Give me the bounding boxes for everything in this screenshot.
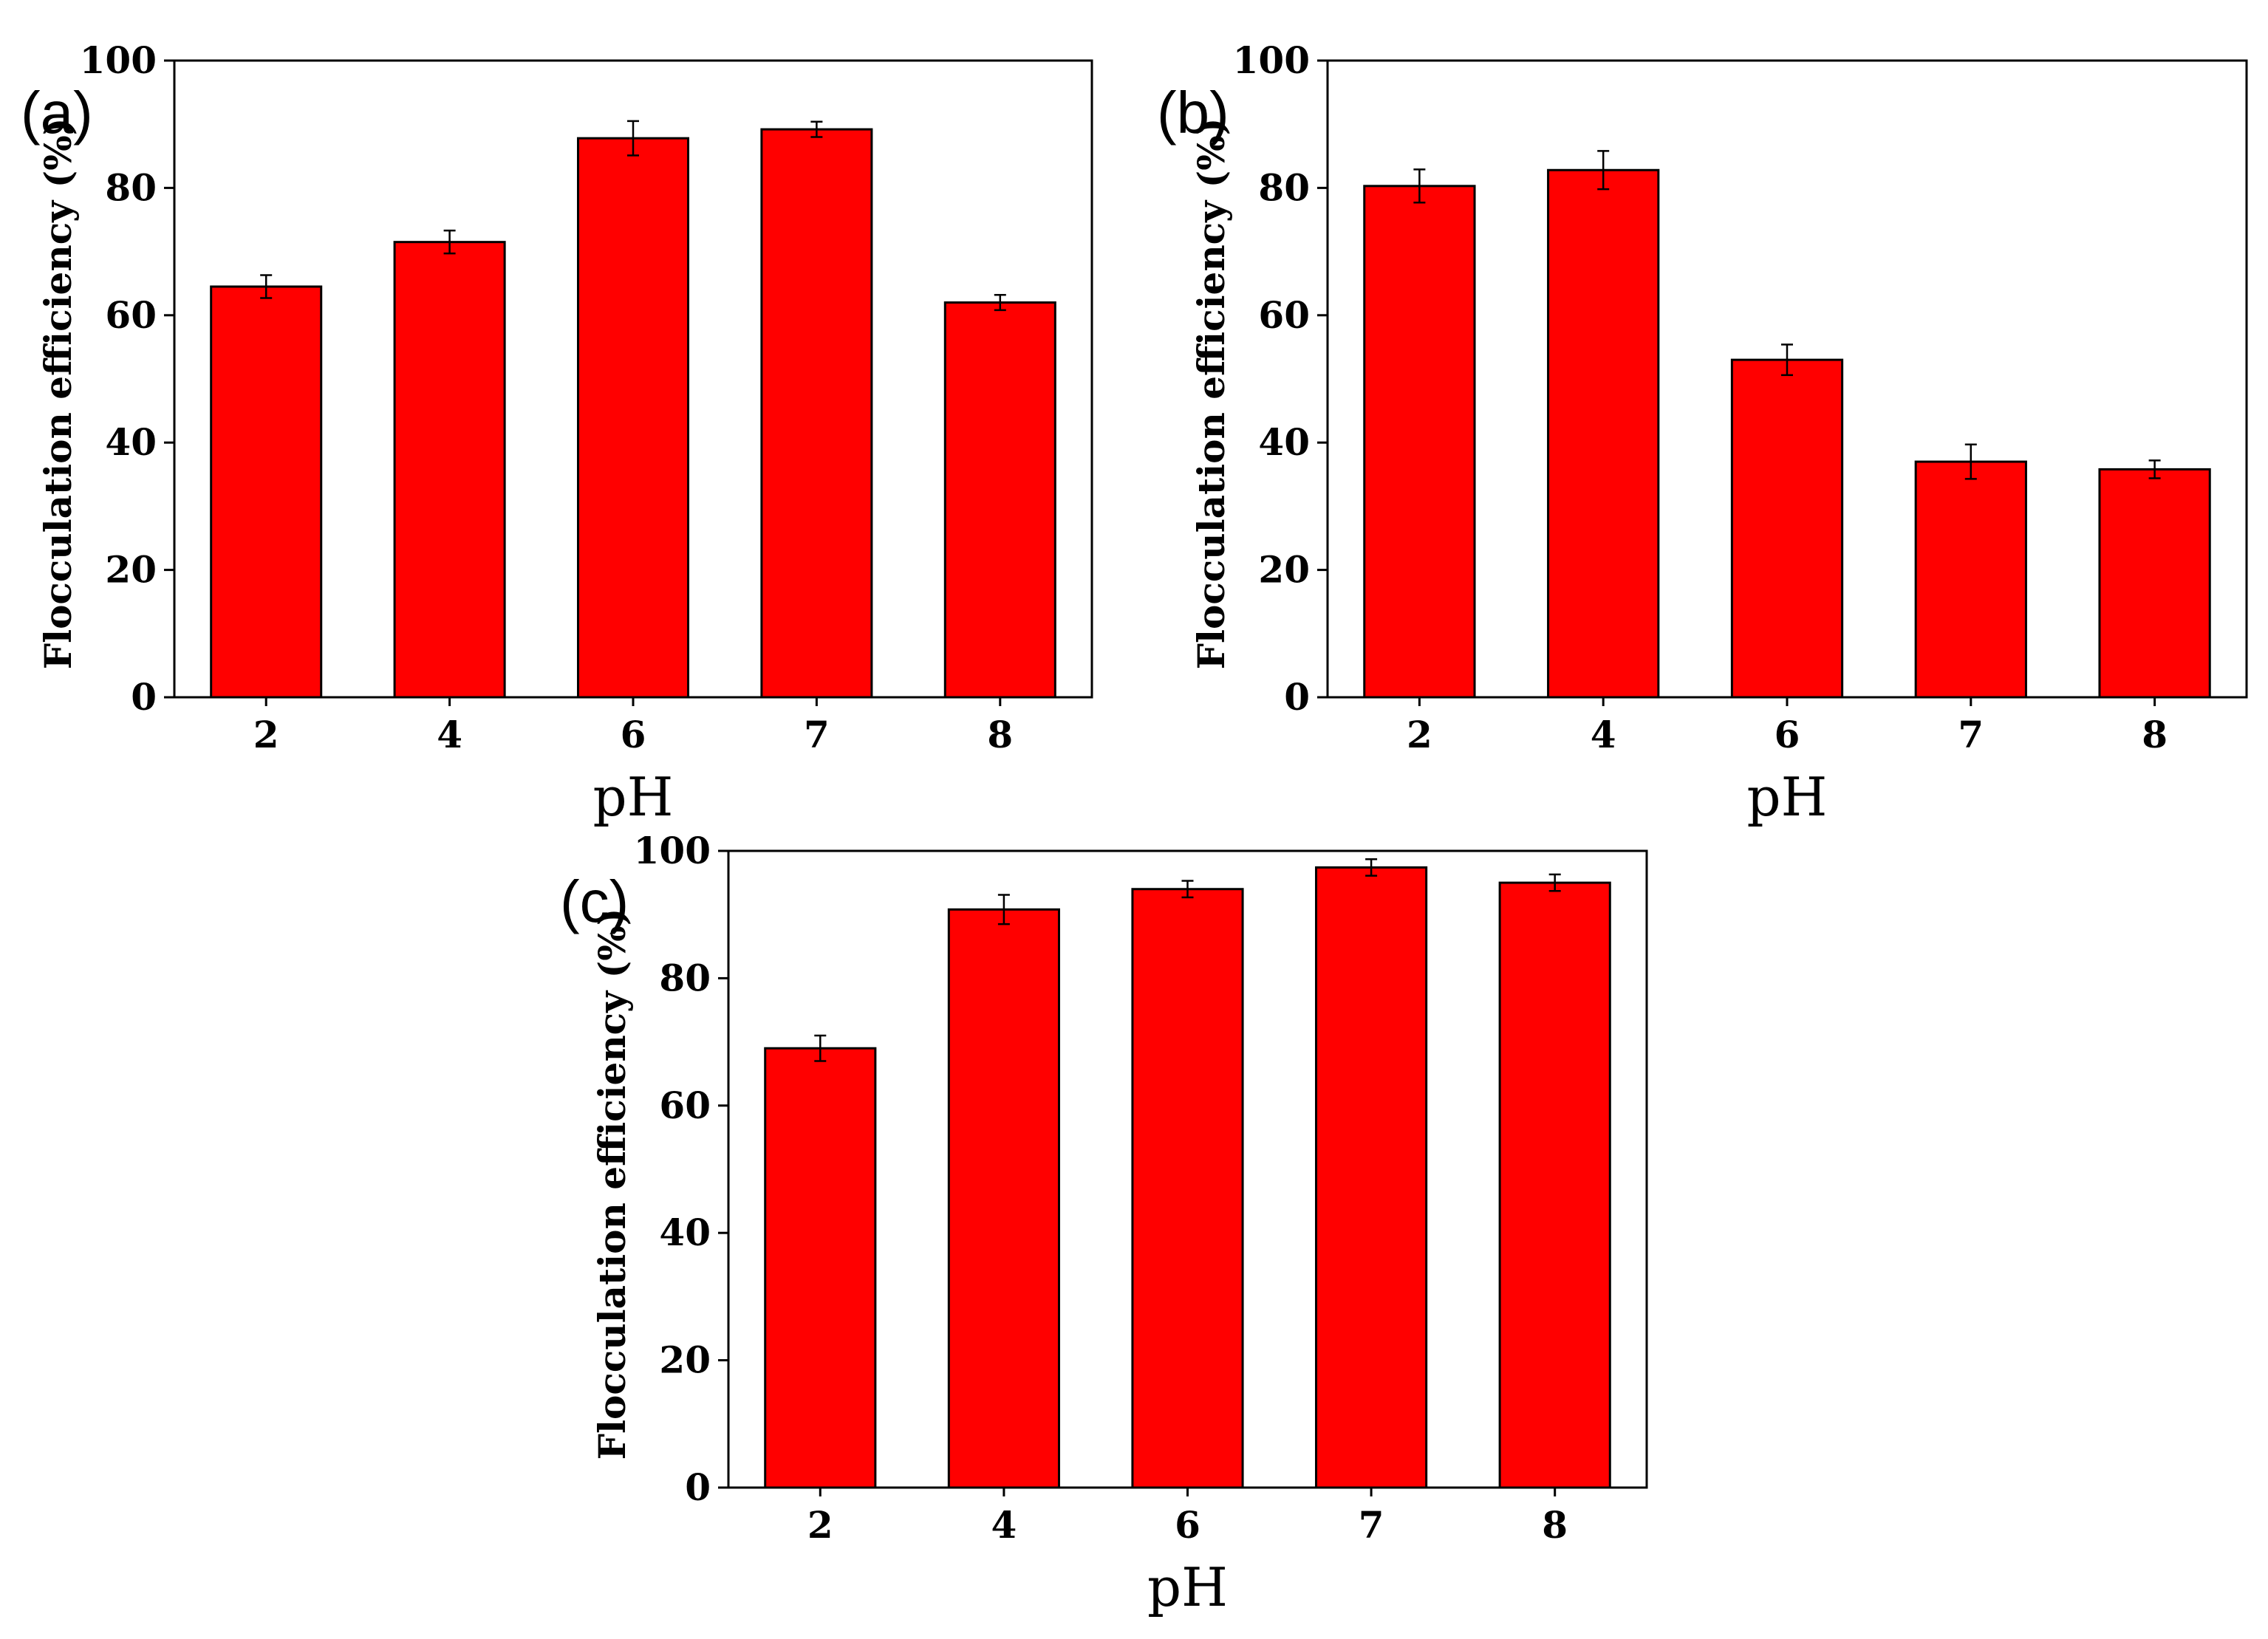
x-tick-label: 7 <box>804 713 830 756</box>
bar-4 <box>393 241 506 699</box>
bar-2 <box>764 1047 877 1489</box>
x-tick-label: 7 <box>1359 1503 1384 1547</box>
y-tick-label: 100 <box>80 38 157 82</box>
plot-frame <box>1326 59 2248 699</box>
x-tick-label: 8 <box>1542 1503 1568 1547</box>
y-tick-label: 0 <box>685 1465 711 1509</box>
bar-2 <box>210 285 323 699</box>
x-tick-label: 4 <box>991 1503 1017 1547</box>
y-tick-label: 80 <box>1258 165 1310 209</box>
plot-frame <box>727 849 1648 1489</box>
x-axis-label: pH <box>593 766 674 828</box>
panel-label: (c) <box>560 869 629 934</box>
y-axis-label: Flocculation efficiency (%) <box>36 118 80 670</box>
y-axis-label: Flocculation efficiency (%) <box>1189 118 1233 670</box>
bar-7 <box>1315 866 1428 1489</box>
y-tick-label: 100 <box>634 829 711 872</box>
bar-4 <box>947 908 1060 1489</box>
y-tick-label: 80 <box>105 165 157 209</box>
bar-4 <box>1547 168 1660 699</box>
x-axis-label: pH <box>1747 766 1828 828</box>
y-tick-label: 40 <box>659 1211 711 1254</box>
bar-8 <box>2098 468 2211 699</box>
y-tick-label: 80 <box>659 956 711 999</box>
bar-7 <box>1914 460 2027 699</box>
x-tick-label: 2 <box>807 1503 833 1547</box>
x-tick-label: 8 <box>987 713 1013 756</box>
bar-6 <box>576 137 690 699</box>
panel-label: (b) <box>1157 80 1229 146</box>
x-tick-label: 6 <box>1775 713 1800 756</box>
x-tick-label: 4 <box>437 713 462 756</box>
x-tick-label: 6 <box>1175 1503 1200 1547</box>
x-tick-label: 4 <box>1591 713 1616 756</box>
x-tick-label: 6 <box>621 713 646 756</box>
y-axis-label: Flocculation efficiency (%) <box>590 909 634 1460</box>
bar-7 <box>760 128 873 699</box>
y-tick-label: 60 <box>1258 293 1310 337</box>
x-tick-label: 7 <box>1958 713 1984 756</box>
y-tick-label: 60 <box>105 293 157 337</box>
bar-6 <box>1131 888 1244 1489</box>
y-tick-label: 100 <box>1233 38 1310 82</box>
y-tick-label: 60 <box>659 1084 711 1127</box>
x-tick-label: 2 <box>1407 713 1432 756</box>
y-tick-label: 20 <box>659 1338 711 1382</box>
y-tick-label: 0 <box>131 675 157 719</box>
plot-frame <box>173 59 1093 699</box>
bar-6 <box>1730 358 1844 699</box>
x-tick-label: 8 <box>2142 713 2168 756</box>
y-tick-label: 20 <box>1258 548 1310 592</box>
x-axis-label: pH <box>1147 1556 1228 1618</box>
bar-2 <box>1363 185 1476 699</box>
bar-8 <box>943 301 1056 699</box>
y-tick-label: 0 <box>1284 675 1310 719</box>
y-tick-label: 40 <box>105 420 157 464</box>
x-tick-label: 2 <box>253 713 279 756</box>
y-tick-label: 20 <box>105 548 157 592</box>
bar-8 <box>1498 881 1611 1489</box>
y-tick-label: 40 <box>1258 420 1310 464</box>
panel-label: (a) <box>21 80 93 146</box>
